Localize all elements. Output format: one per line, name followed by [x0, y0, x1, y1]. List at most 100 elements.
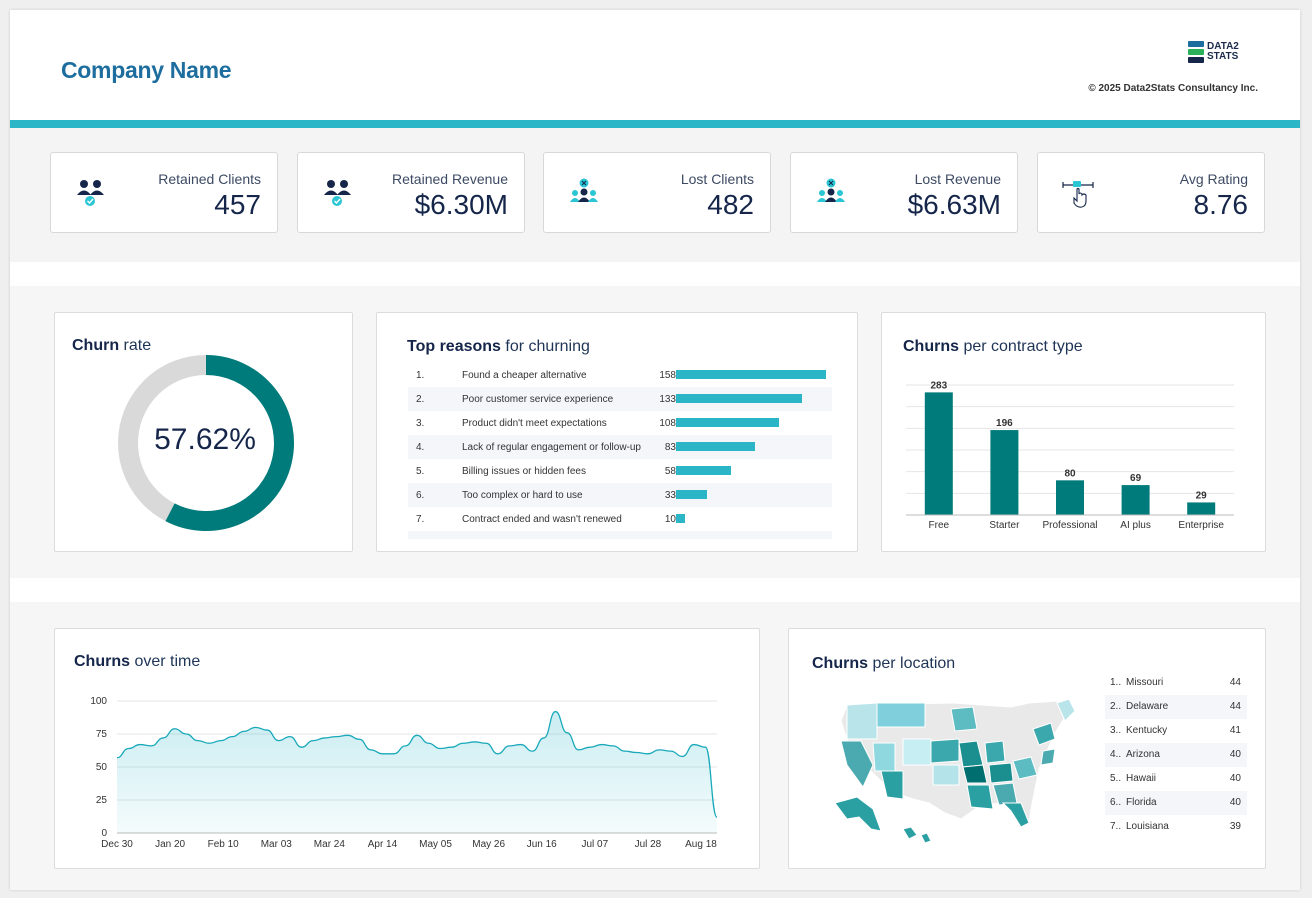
row-label: Found a cheaper alternative	[462, 370, 587, 381]
table-row[interactable]: 7.. Louisiana 39	[1105, 815, 1247, 839]
table-row[interactable]: 6.. Florida 40	[1105, 791, 1247, 815]
row-bar	[676, 514, 686, 523]
x-tick-label: Mar 03	[261, 839, 293, 850]
row-value: 158	[659, 370, 676, 381]
card-title: Churns per contract type	[903, 338, 1083, 355]
table-row[interactable]: 6. Too complex or hard to use 33	[408, 483, 832, 507]
y-tick-label: 0	[101, 828, 107, 839]
table-row[interactable]: 7. Contract ended and wasn't renewed 10	[408, 507, 832, 531]
bar-enterprise[interactable]	[1187, 502, 1216, 515]
row-value: 39	[1229, 821, 1241, 832]
row-label: Arizona	[1126, 749, 1160, 760]
churn-rate-value: 57.62%	[154, 423, 256, 456]
churn-rate-card: Churn rate 57.62%	[54, 312, 353, 552]
us-choropleth-map[interactable]	[833, 699, 1095, 849]
table-row[interactable]: 1. Found a cheaper alternative 158	[408, 363, 832, 387]
table-row[interactable]: 5. Billing issues or hidden fees 58	[408, 459, 832, 483]
rating-pointer-icon	[1062, 181, 1094, 208]
kpi-label: Retained Clients	[158, 171, 261, 187]
x-tick-label: Aug 18	[685, 839, 717, 850]
row-bar	[676, 418, 779, 427]
x-tick-label: Feb 10	[208, 839, 240, 850]
dashboard-page: Company Name DATA2 STATS © 2025 Data2Sta…	[10, 10, 1300, 890]
row-rank: 6..	[1110, 797, 1122, 808]
card-title: Churn rate	[72, 337, 152, 354]
bar-category-label: Professional	[1042, 520, 1097, 531]
row-value: 33	[664, 490, 676, 501]
header-divider	[10, 120, 1300, 128]
table-row[interactable]: 3. Product didn't meet expectations 108	[408, 411, 832, 435]
x-tick-label: Jul 07	[581, 839, 608, 850]
top-reasons-table[interactable]: 1. Found a cheaper alternative 158 2. Poor c…	[408, 363, 832, 539]
row-rank: 7..	[1110, 821, 1122, 832]
kpi-value: $6.63M	[907, 189, 1001, 220]
row-rank: 4..	[1110, 749, 1122, 760]
table-row[interactable]: 4. Lack of regular engagement or follow-u…	[408, 435, 832, 459]
bar-free[interactable]	[924, 392, 953, 515]
row-rank: 2..	[1110, 701, 1122, 712]
table-row[interactable]: 1.. Missouri 44	[1105, 671, 1247, 695]
card-title: Top reasons for churning	[407, 338, 590, 355]
x-tick-label: Jul 28	[635, 839, 662, 850]
contract-type-bar-chart: 283 Free 196 Starter 80 Professional 69 AI plus…	[906, 380, 1234, 531]
row-bar	[676, 490, 708, 499]
section-gap	[10, 262, 1300, 286]
table-row[interactable]: 3.. Kentucky 41	[1105, 719, 1247, 743]
lost-clients-icon	[570, 178, 598, 202]
row-value: 58	[664, 466, 676, 477]
row-label: Too complex or hard to use	[462, 490, 583, 501]
over-time-card: Churns over time 0 25 50 75 100 Dec 30 Jan 20 F…	[54, 628, 760, 869]
table-row[interactable]: 5.. Hawaii 40	[1105, 767, 1247, 791]
row-bar	[676, 370, 826, 379]
row-value: 40	[1229, 773, 1241, 784]
section-gap	[10, 578, 1300, 602]
row-value: 108	[659, 418, 676, 429]
header: Company Name DATA2 STATS © 2025 Data2Sta…	[10, 10, 1300, 120]
row-value: 10	[664, 514, 676, 525]
bar-category-label: Starter	[989, 520, 1020, 531]
row-label: Missouri	[1126, 677, 1164, 688]
top-reasons-card: Top reasons for churning 1. Found a cheap…	[376, 312, 858, 552]
row-label: Hawaii	[1126, 773, 1157, 784]
bar-value-label: 69	[1130, 473, 1142, 484]
location-card: Churns per location	[788, 628, 1266, 869]
bar-starter[interactable]	[990, 430, 1019, 515]
kpi-label: Lost Revenue	[914, 171, 1001, 187]
row-rank: 2.	[416, 394, 425, 405]
row-rank: 7.	[416, 514, 425, 525]
row-value: 40	[1229, 749, 1241, 760]
row-value: 133	[659, 394, 676, 405]
bar-ai-plus[interactable]	[1121, 485, 1150, 515]
x-tick-label: Mar 24	[314, 839, 346, 850]
table-row[interactable]: 2. Poor customer service experience 133	[408, 387, 832, 411]
row-rank: 1.	[416, 370, 425, 381]
card-title: Churns per location	[812, 655, 956, 672]
row-label: Louisiana	[1126, 821, 1169, 832]
row-bar	[676, 466, 732, 475]
kpi-lost-clients: Lost Clients 482	[543, 152, 771, 233]
copyright: © 2025 Data2Stats Consultancy Inc.	[1088, 83, 1258, 94]
kpi-avg-rating: Avg Rating 8.76	[1037, 152, 1265, 233]
y-tick-label: 100	[90, 696, 107, 707]
x-tick-label: Dec 30	[101, 839, 133, 850]
middle-band: Churn rate 57.62% Top reasons for churni…	[10, 286, 1300, 578]
kpi-label: Retained Revenue	[392, 171, 508, 187]
row-label: Product didn't meet expectations	[462, 418, 607, 429]
row-value: 44	[1229, 701, 1241, 712]
bar-professional[interactable]	[1056, 480, 1084, 515]
churn-rate-donut	[118, 355, 294, 531]
kpi-retained-revenue: Retained Revenue $6.30M	[297, 152, 525, 233]
kpi-band: Retained Clients 457 Retained Revenue $6…	[10, 128, 1300, 262]
row-rank: 3.	[416, 418, 425, 429]
row-label: Kentucky	[1126, 725, 1168, 736]
kpi-label: Lost Clients	[680, 171, 754, 187]
row-value: 40	[1229, 797, 1241, 808]
location-table[interactable]: 1.. Missouri 44 2.. Delaware 44 3.. Kentucky 41 4…	[1105, 671, 1247, 847]
row-label: Billing issues or hidden fees	[462, 466, 586, 477]
donut-churned-arc	[165, 355, 294, 531]
table-row[interactable]: 2.. Delaware 44	[1105, 695, 1247, 719]
kpi-value: 482	[707, 189, 754, 220]
series-line[interactable]	[116, 710, 718, 818]
table-row[interactable]: 4.. Arizona 40	[1105, 743, 1247, 767]
table-row-overflow[interactable]	[408, 531, 832, 539]
